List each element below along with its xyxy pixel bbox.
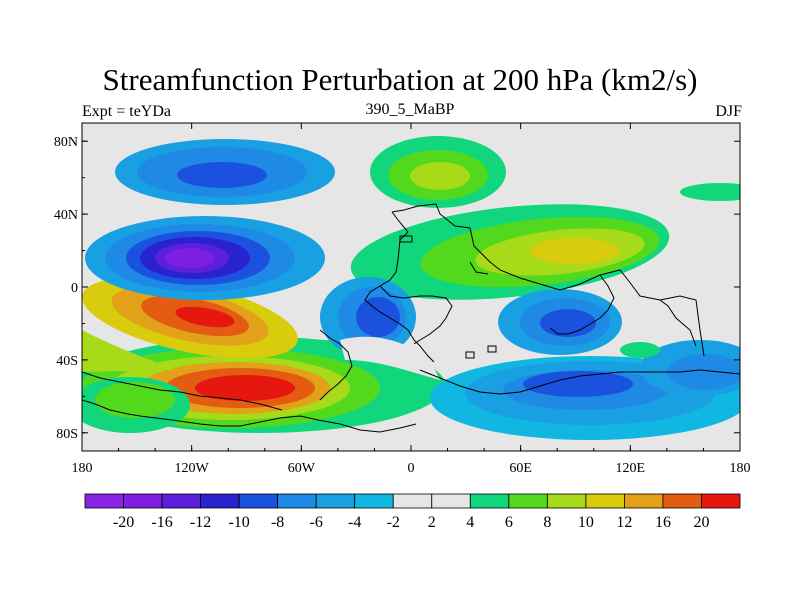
colorbar-box [392, 493, 433, 509]
coastline [465, 351, 475, 359]
colorbar-label: 4 [466, 514, 474, 531]
coastline [391, 203, 705, 357]
contour-level [165, 248, 215, 268]
contour-fields [82, 136, 740, 440]
colorbar-label: -20 [113, 514, 134, 531]
y-tick-label: 80N [54, 135, 78, 150]
x-tick-label: 180 [730, 461, 751, 476]
y-tick-label: 80S [56, 427, 78, 442]
x-tick-label: 120W [175, 461, 210, 476]
season-label: DJF [715, 103, 742, 120]
x-tick-label: 60W [288, 461, 316, 476]
colorbar-label: -16 [151, 514, 172, 531]
colorbar-label: 6 [505, 514, 513, 531]
colorbar-label: 8 [543, 514, 551, 531]
coastline [399, 235, 413, 243]
contour-level [620, 342, 660, 358]
colorbar-label: -2 [387, 514, 400, 531]
colorbar-label: 10 [578, 514, 594, 531]
contour-level [540, 309, 596, 337]
colorbar-box [84, 493, 124, 509]
contour-level [410, 162, 470, 190]
colorbar-box [200, 493, 240, 509]
coastline [419, 369, 740, 395]
contour-level [340, 336, 440, 380]
coastlines [82, 203, 740, 433]
x-tick-label: 120E [616, 461, 646, 476]
colorbar-box [161, 493, 201, 509]
colorbar-box [546, 493, 587, 509]
coastline [379, 285, 453, 345]
colorbar-label: 20 [693, 514, 709, 531]
colorbar-box [508, 493, 548, 509]
experiment-label: Expt = teYDa [82, 103, 171, 120]
colorbar-box [123, 493, 163, 509]
coastline [82, 399, 417, 433]
coastline [82, 371, 283, 411]
coastline [319, 329, 353, 401]
colorbar-box [469, 493, 510, 509]
coastline [659, 299, 697, 347]
colorbar-label: 16 [655, 514, 671, 531]
contour-level [95, 382, 175, 418]
colorbar-box [238, 493, 279, 509]
case-label: 390_5_MaBP [365, 101, 455, 118]
contour-level [667, 354, 740, 390]
colorbar-label: -10 [228, 514, 249, 531]
contour-level [177, 162, 267, 188]
x-tick-label: 180 [72, 461, 93, 476]
y-tick-label: 40N [54, 208, 78, 223]
coastline [469, 261, 489, 275]
contour-level [195, 375, 295, 401]
coastline [549, 274, 615, 335]
colorbar-label: -4 [348, 514, 361, 531]
contour-level [175, 306, 235, 328]
colorbar-label: -6 [310, 514, 323, 531]
y-tick-label: 0 [71, 281, 78, 296]
colorbar-label: -12 [190, 514, 211, 531]
x-tick-label: 0 [408, 461, 415, 476]
contour-level [356, 297, 400, 337]
colorbar-box [354, 493, 394, 509]
colorbar-box [431, 493, 471, 509]
colorbar-label: -8 [271, 514, 284, 531]
contour-level [82, 330, 175, 372]
x-axis: 180 120W 60W 0 60E 120E 180 [72, 123, 751, 476]
chart-title: Streamfunction Perturbation at 200 hPa (… [102, 62, 698, 97]
colorbar-box [277, 493, 317, 509]
contour-level [530, 238, 620, 264]
colorbar: -20 -16 -12 -10 -8 -6 -4 -2 2 4 6 8 10 12 16 20 [84, 493, 741, 531]
y-tick-label: 40S [56, 354, 78, 369]
coastline [487, 345, 497, 353]
contour-level [680, 183, 740, 201]
colorbar-box [585, 493, 625, 509]
x-tick-label: 60E [509, 461, 532, 476]
colorbar-label: 2 [428, 514, 436, 531]
colorbar-box [315, 493, 356, 509]
colorbar-box [701, 493, 741, 509]
y-axis: 80N 40N 0 40S 80S [54, 135, 740, 442]
contour-level [523, 371, 633, 397]
colorbar-box [624, 493, 664, 509]
colorbar-label: 12 [616, 514, 632, 531]
colorbar-box [662, 493, 702, 509]
